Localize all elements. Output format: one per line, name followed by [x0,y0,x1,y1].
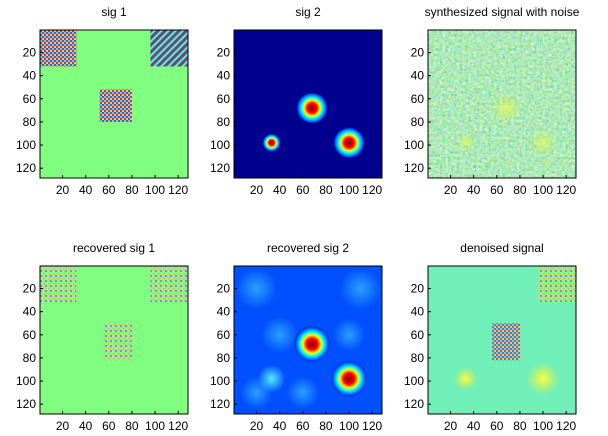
x-tick-label: 100 [145,419,165,433]
x-tick-label: 100 [533,419,553,433]
x-tick-label: 40 [467,183,481,197]
y-tick-label: 20 [217,282,231,296]
x-tick-label: 40 [79,183,93,197]
x-tick-label: 20 [56,183,70,197]
image [428,266,576,414]
y-tick-label: 120 [16,397,36,411]
y-tick-label: 120 [210,397,230,411]
y-tick-label: 100 [404,374,424,388]
x-tick-label: 40 [273,183,287,197]
y-tick-label: 20 [23,46,37,60]
x-tick-label: 120 [556,183,576,197]
x-tick-label: 100 [339,419,359,433]
y-tick-label: 20 [411,46,425,60]
x-tick-label: 40 [467,419,481,433]
y-tick-label: 60 [217,328,231,342]
y-tick-label: 120 [16,161,36,175]
y-tick-label: 60 [217,92,231,106]
y-tick-label: 20 [23,282,37,296]
subplot-title: recovered sig 2 [267,241,349,255]
subplot: recovered sig 120 40 60 80 100 12020406080100… [16,241,189,433]
y-tick-label: 120 [404,161,424,175]
x-tick-label: 80 [125,183,139,197]
axes-box [233,265,383,415]
x-tick-label: 40 [273,419,287,433]
x-tick-label: 60 [296,183,310,197]
x-tick-label: 120 [362,183,382,197]
subplot: recovered sig 220 40 60 80 100 12020406080100… [210,241,383,433]
x-tick-label: 100 [533,183,553,197]
y-tick-label: 60 [411,328,425,342]
x-tick-label: 120 [556,419,576,433]
subplot-title: recovered sig 1 [73,241,155,255]
y-tick-label: 120 [210,161,230,175]
x-tick-label: 60 [490,419,504,433]
x-tick-label: 120 [168,183,188,197]
axes-box [427,29,577,179]
axes-box [233,29,383,179]
y-tick-label: 80 [23,115,37,129]
image [234,30,382,178]
subplot-title: denoised signal [460,241,543,255]
y-tick-label: 60 [23,92,37,106]
y-tick-label: 40 [217,69,231,83]
x-tick-label: 100 [339,183,359,197]
axes-box [39,29,189,179]
y-tick-label: 40 [217,305,231,319]
subplot: synthesized signal with noise 20 40 60 80 100… [404,5,580,197]
y-tick-label: 80 [411,115,425,129]
x-tick-label: 20 [444,183,458,197]
x-tick-label: 80 [319,183,333,197]
x-tick-label: 40 [79,419,93,433]
x-tick-label: 100 [145,183,165,197]
subplot-title: sig 1 [101,5,127,19]
x-tick-label: 60 [490,183,504,197]
y-tick-label: 100 [210,374,230,388]
y-tick-label: 20 [411,282,425,296]
y-tick-label: 80 [23,351,37,365]
x-tick-label: 20 [250,419,264,433]
x-tick-label: 80 [513,419,527,433]
y-tick-label: 120 [404,397,424,411]
y-tick-label: 60 [411,92,425,106]
y-tick-label: 40 [23,69,37,83]
subplot-title: synthesized signal with noise [425,5,580,19]
image [40,266,188,414]
image [40,30,188,178]
x-tick-label: 60 [102,183,116,197]
x-tick-label: 20 [444,419,458,433]
y-tick-label: 80 [217,115,231,129]
y-tick-label: 80 [217,351,231,365]
x-tick-label: 20 [250,183,264,197]
y-tick-label: 60 [23,328,37,342]
image [428,30,576,178]
x-tick-label: 80 [513,183,527,197]
y-tick-label: 100 [16,138,36,152]
y-tick-label: 100 [16,374,36,388]
y-tick-label: 40 [411,69,425,83]
subplot-title: sig 2 [295,5,321,19]
y-tick-label: 40 [411,305,425,319]
x-tick-label: 120 [362,419,382,433]
image [234,266,382,414]
x-tick-label: 60 [296,419,310,433]
axes-box [427,265,577,415]
x-tick-label: 80 [125,419,139,433]
x-tick-label: 120 [168,419,188,433]
x-tick-label: 20 [56,419,70,433]
x-tick-label: 80 [319,419,333,433]
axes-box [39,265,189,415]
y-tick-label: 40 [23,305,37,319]
y-tick-label: 20 [217,46,231,60]
y-tick-label: 100 [210,138,230,152]
y-tick-label: 80 [411,351,425,365]
y-tick-label: 100 [404,138,424,152]
x-tick-label: 60 [102,419,116,433]
